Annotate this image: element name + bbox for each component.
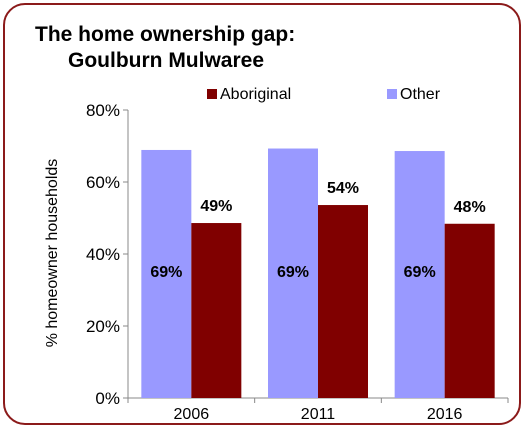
x-tick-label: 2011: [301, 406, 336, 423]
data-label-aboriginal-2011: 54%: [327, 180, 359, 197]
bar-other-2011: [268, 148, 318, 398]
bar-aboriginal-2016: [444, 223, 495, 398]
y-tick-label: 20%: [86, 317, 120, 336]
y-tick-label: 80%: [86, 101, 120, 120]
y-tick-label: 0%: [95, 389, 120, 408]
y-axis-label: % homeowner households: [44, 159, 61, 348]
bar-other-2016: [394, 151, 445, 398]
y-axis: 0% 20% 40% 60% 80%: [86, 101, 129, 408]
data-label-aboriginal-2016: 48%: [454, 199, 486, 216]
legend: Aboriginal Other: [207, 86, 441, 103]
x-axis: 2006 2011 2016: [127, 397, 509, 423]
legend-swatch-aboriginal: [207, 89, 217, 99]
bars: [141, 148, 495, 398]
chart-title-line-2: Goulburn Mulwaree: [68, 49, 265, 72]
legend-label-other: Other: [400, 86, 441, 103]
bar-aboriginal-2011: [318, 205, 368, 398]
x-tick-label: 2016: [427, 406, 463, 423]
x-tick-label: 2006: [174, 406, 210, 423]
y-tick-label: 40%: [86, 245, 120, 264]
data-label-other-2011: 69%: [277, 264, 309, 281]
data-labels: 69% 49% 69% 54% 69% 48%: [150, 180, 485, 281]
bar-other-2006: [141, 149, 192, 398]
data-label-aboriginal-2006: 49%: [200, 198, 232, 215]
data-label-other-2006: 69%: [150, 264, 182, 281]
chart-title-line-1: The home ownership gap:: [35, 23, 296, 46]
chart-title: The home ownership gap: Goulburn Mulware…: [35, 22, 295, 74]
legend-swatch-other: [387, 89, 397, 99]
data-label-other-2016: 69%: [404, 264, 436, 281]
legend-label-aboriginal: Aboriginal: [220, 86, 291, 103]
bar-aboriginal-2006: [191, 223, 242, 398]
y-tick-label: 60%: [86, 173, 120, 192]
